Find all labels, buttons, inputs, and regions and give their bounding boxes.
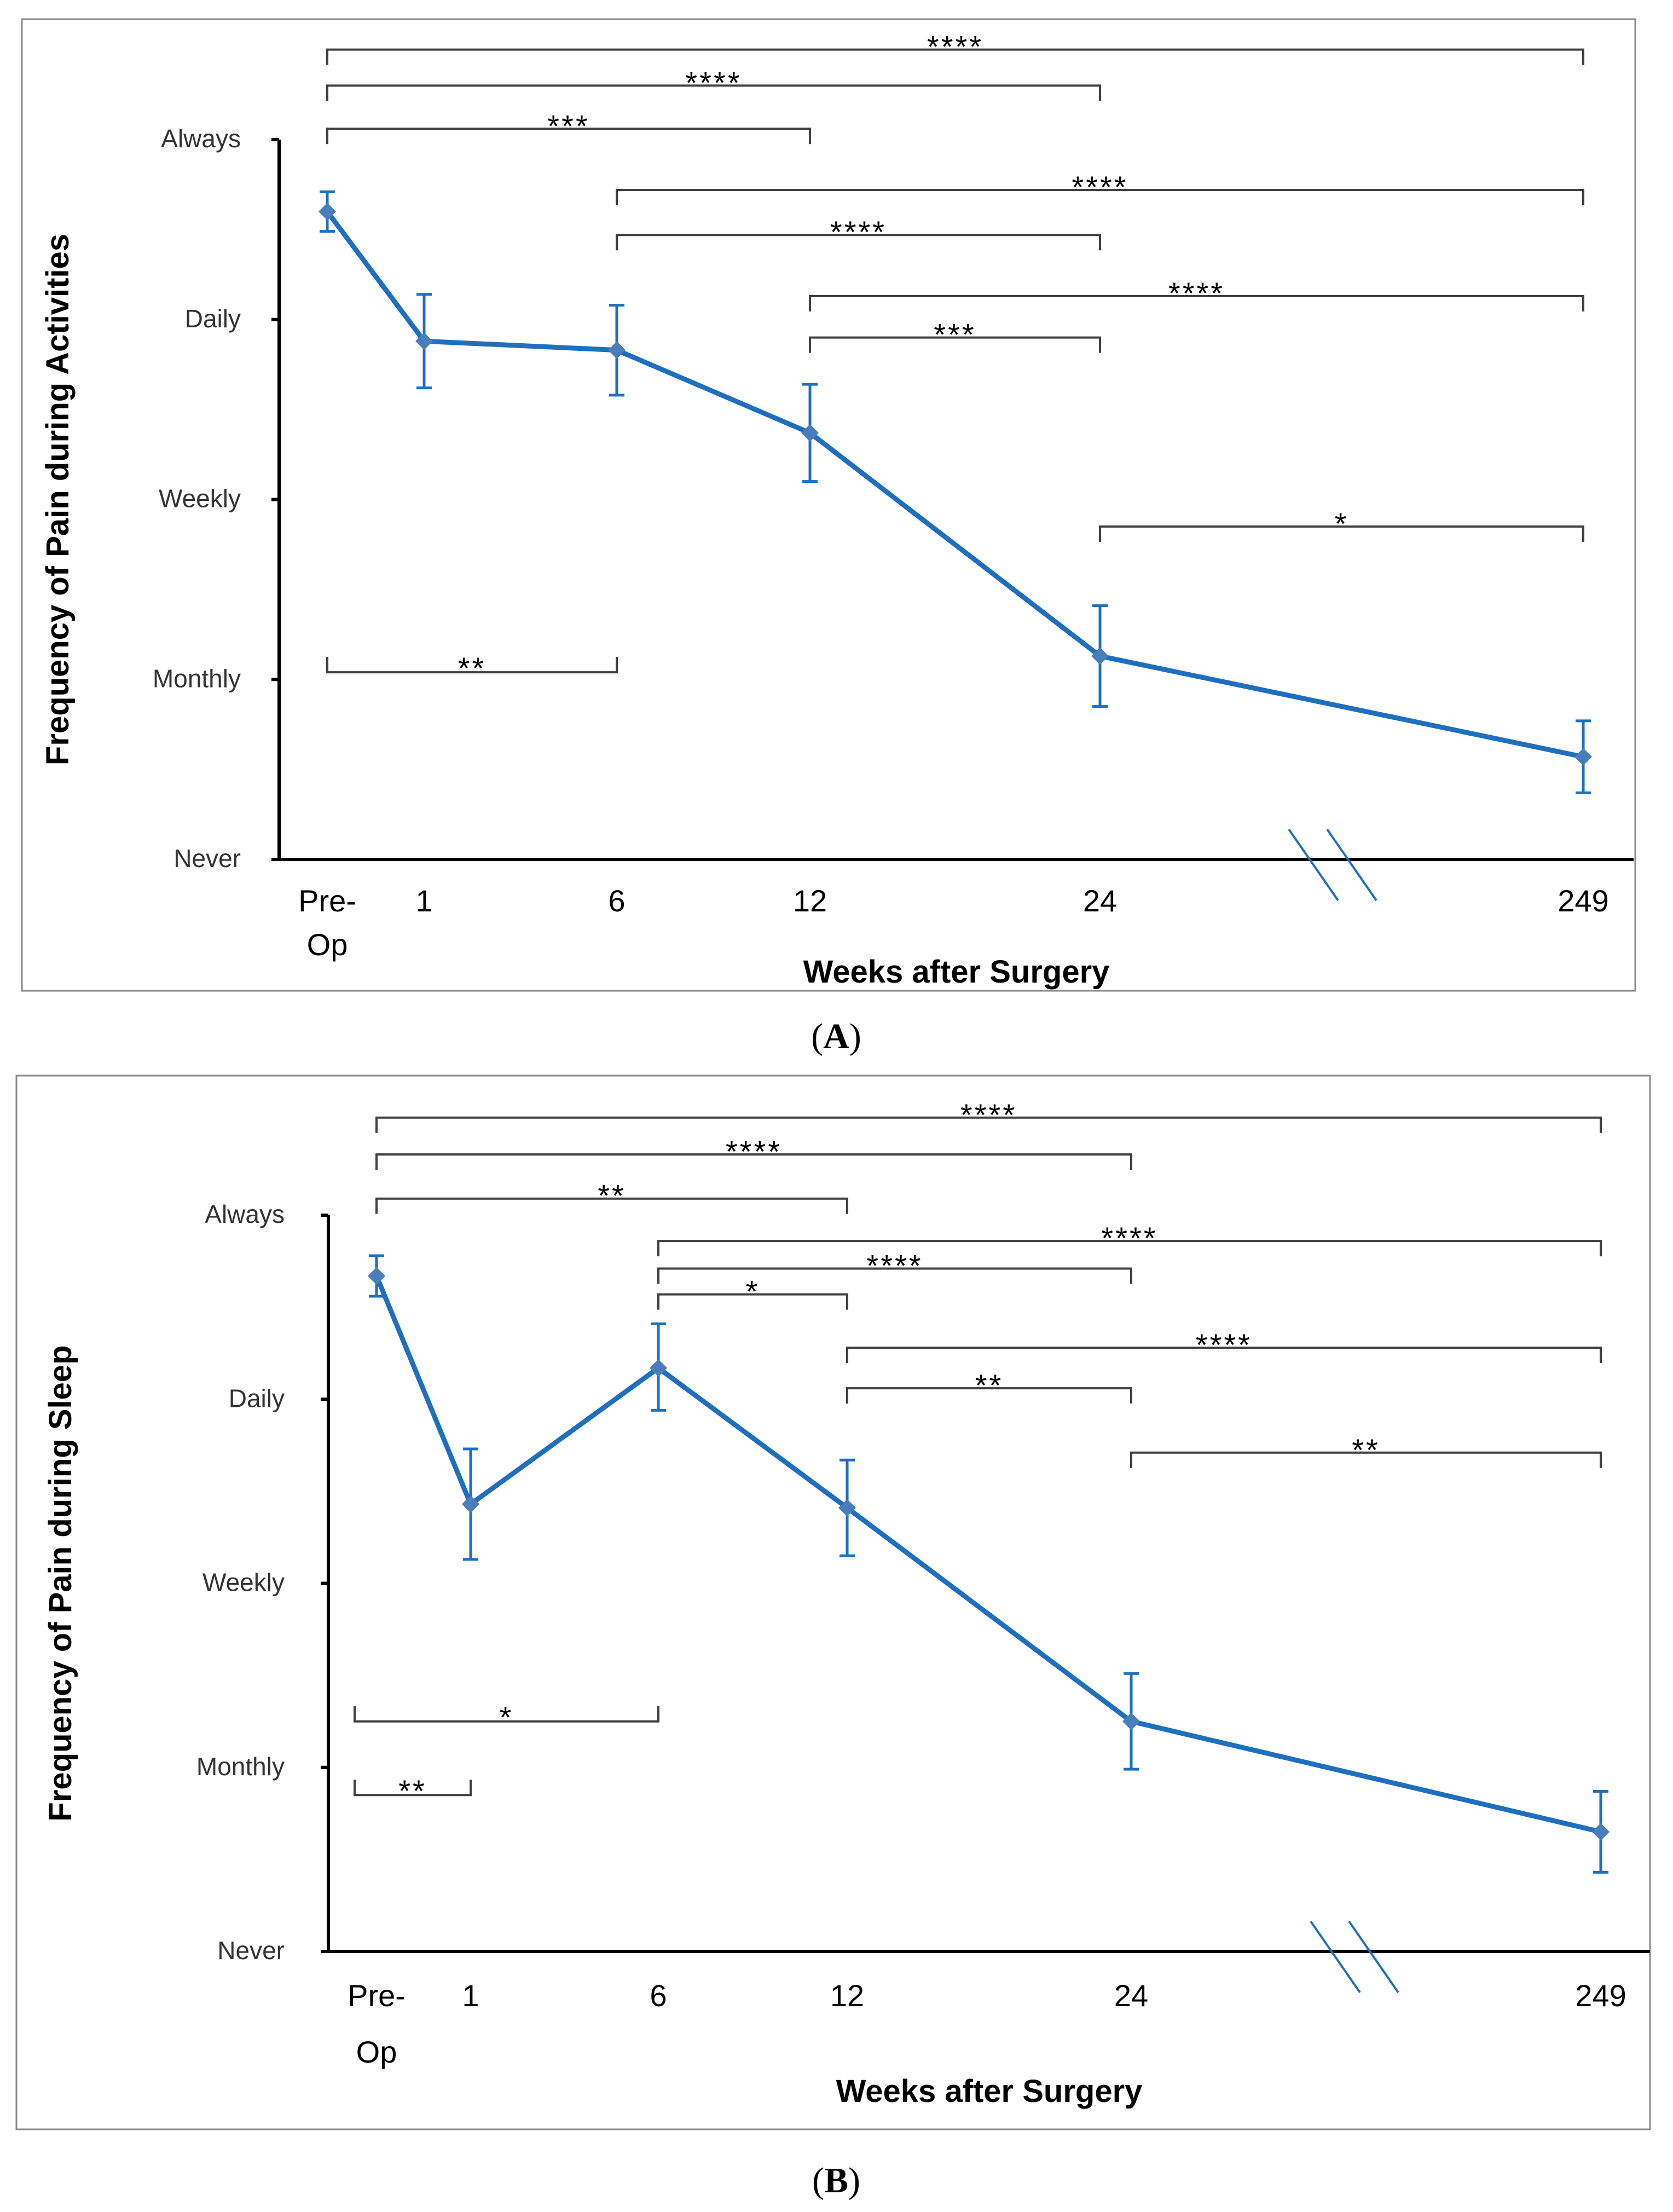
- panel-b-y-tick-label: Always: [205, 1200, 285, 1228]
- panel-a-frame: [21, 18, 1636, 992]
- panel-b-axis-break-mark: [1310, 1920, 1361, 1994]
- panel-a-x-tick-label: 1: [415, 883, 432, 918]
- panel-b-chart: Never Monthly Weekly Daily Always Pre- Op 1 6 12 2…: [15, 1075, 1651, 2201]
- panel-a-significance-label: ****: [685, 65, 742, 100]
- panel-b-x-tick-label: 1: [462, 1978, 479, 2013]
- panel-b-x-tick-label: Pre-: [348, 1978, 406, 2013]
- panel-b-panel-label: (B): [812, 2161, 860, 2201]
- panel-a-y-axis-title: Frequency of Pain during Activities: [40, 234, 76, 765]
- panel-b-y-tick-label: Never: [217, 1936, 285, 1965]
- panel-a-data-point: [1091, 647, 1109, 665]
- panel-a-y-tick-label: Daily: [185, 304, 241, 333]
- panel-a-significance-bracket: [326, 128, 811, 145]
- panel-b-significance-label: ****: [866, 1249, 923, 1283]
- panel-a-x-tick-label: 249: [1558, 883, 1608, 918]
- panel-a-x-tick-label: 24: [1083, 883, 1117, 918]
- panel-a-axis-break-mark: [1288, 828, 1339, 902]
- panel-a-data-point: [608, 341, 626, 359]
- panel-a-significance-label: ***: [934, 317, 976, 352]
- panel-b-significance-bracket: [657, 1267, 1132, 1284]
- panel-a-axis-break-mark: [1326, 828, 1377, 902]
- panel-b-significance-label: ****: [960, 1098, 1017, 1132]
- panel-a-x-tick-label: Pre-: [298, 883, 356, 918]
- panel-b-significance-bracket: [657, 1240, 1602, 1257]
- panel-a-panel-label: (A): [811, 1017, 861, 1056]
- panel-b-significance-bracket: [846, 1387, 1132, 1404]
- panel-a-significance-bracket: [326, 657, 618, 674]
- panel-b-significance-label: **: [975, 1368, 1004, 1402]
- panel-a-significance-label: ****: [830, 215, 887, 249]
- panel-b-significance-label: *: [746, 1274, 760, 1309]
- panel-b-significance-bracket: [375, 1116, 1602, 1133]
- panel-a-y-tick-label: Weekly: [159, 484, 241, 513]
- panel-b-significance-label: *: [500, 1700, 514, 1735]
- panel-b-significance-label: **: [398, 1774, 427, 1808]
- panel-a-significance-bracket: [326, 48, 1584, 65]
- panel-b-significance-bracket: [846, 1347, 1602, 1364]
- panel-a-y-tick-label: Always: [161, 124, 241, 153]
- panel-b-significance-bracket: [1130, 1451, 1602, 1468]
- panel-b-x-tick-label: 24: [1114, 1978, 1148, 2013]
- panel-a-series-line: [325, 210, 1584, 760]
- panel-a-data-point: [801, 424, 819, 442]
- panel-b-y-tick-label: Monthly: [196, 1752, 285, 1781]
- panel-b-data-point: [838, 1499, 856, 1517]
- panel-b-data-point: [368, 1267, 385, 1285]
- panel-b-significance-label: ****: [726, 1134, 782, 1169]
- panel-a-panel-label-open: (: [811, 1017, 823, 1056]
- panel-a-significance-label: ****: [1072, 170, 1128, 204]
- panel-b-significance-bracket: [375, 1153, 1132, 1170]
- panel-b-x-tick-label: 249: [1575, 1978, 1626, 2013]
- panel-a-x-axis-title: Weeks after Surgery: [803, 954, 1110, 990]
- panel-b-y-tick-label: Weekly: [202, 1568, 285, 1597]
- panel-b-significance-label: **: [598, 1179, 626, 1213]
- panel-b-y-axis-title: Frequency of Pain during Sleep: [43, 1345, 78, 1821]
- panel-b-panel-label-open: (: [812, 2161, 824, 2201]
- panel-b-significance-label: ****: [1101, 1221, 1157, 1255]
- panel-a-significance-label: ****: [1168, 276, 1225, 310]
- panel-a-significance-label: ****: [927, 30, 983, 64]
- panel-a-data-point: [319, 203, 336, 221]
- panel-b-significance-bracket: [354, 1780, 472, 1797]
- panel-b-x-tick-label: 12: [830, 1978, 864, 2013]
- panel-b-x-tick-label: 6: [650, 1978, 667, 2013]
- panel-a-x-tick-label: 6: [608, 883, 625, 918]
- panel-b-significance-bracket: [375, 1197, 848, 1214]
- panel-a-panel-label-letter: A: [823, 1017, 849, 1056]
- panel-a-significance-bracket: [809, 295, 1584, 312]
- panel-b-data-point: [1592, 1823, 1610, 1841]
- panel-b-series-line: [374, 1275, 1602, 1834]
- panel-b-y-tick-label: Daily: [229, 1384, 285, 1412]
- panel-a-significance-bracket: [616, 234, 1101, 251]
- panel-b-significance-bracket: [657, 1293, 848, 1310]
- panel-a-panel-label-close: ): [849, 1017, 861, 1056]
- panel-a-significance-bracket: [326, 84, 1101, 101]
- panel-a-significance-bracket: [1099, 525, 1584, 542]
- panel-b-x-axis-title: Weeks after Surgery: [836, 2074, 1143, 2109]
- panel-a-chart: Never Monthly Weekly Daily Always Pre- Op 1 6 12 2…: [21, 18, 1636, 1056]
- panel-b-panel-label-letter: B: [824, 2161, 848, 2201]
- panel-a-x-tick-label: Op: [307, 927, 348, 962]
- panel-b-axis-break-mark: [1348, 1920, 1399, 1994]
- panel-b-data-point: [462, 1495, 479, 1513]
- panel-a-data-point: [415, 332, 433, 350]
- panel-a-significance-label: *: [1335, 506, 1349, 541]
- panel-b-data-point: [1122, 1712, 1140, 1730]
- panel-b-frame: [15, 1075, 1651, 2130]
- panel-a-significance-label: ***: [547, 108, 589, 143]
- panel-a-x-tick-label: 12: [793, 883, 827, 918]
- panel-b-data-point: [650, 1359, 667, 1377]
- panel-b-significance-bracket: [354, 1706, 659, 1723]
- panel-a-data-point: [1574, 748, 1592, 766]
- panel-a-significance-bracket: [616, 189, 1584, 206]
- panel-a-significance-bracket: [809, 336, 1101, 353]
- panel-b-significance-label: ****: [1196, 1327, 1252, 1362]
- panel-b-panel-label-close: ): [848, 2161, 860, 2201]
- panel-b-x-tick-label: Op: [356, 2035, 397, 2069]
- panel-a-y-tick-label: Monthly: [153, 664, 241, 692]
- panel-b-significance-label: **: [1352, 1433, 1380, 1467]
- panel-a-y-tick-label: Never: [173, 844, 241, 873]
- panel-a-significance-label: **: [458, 651, 487, 685]
